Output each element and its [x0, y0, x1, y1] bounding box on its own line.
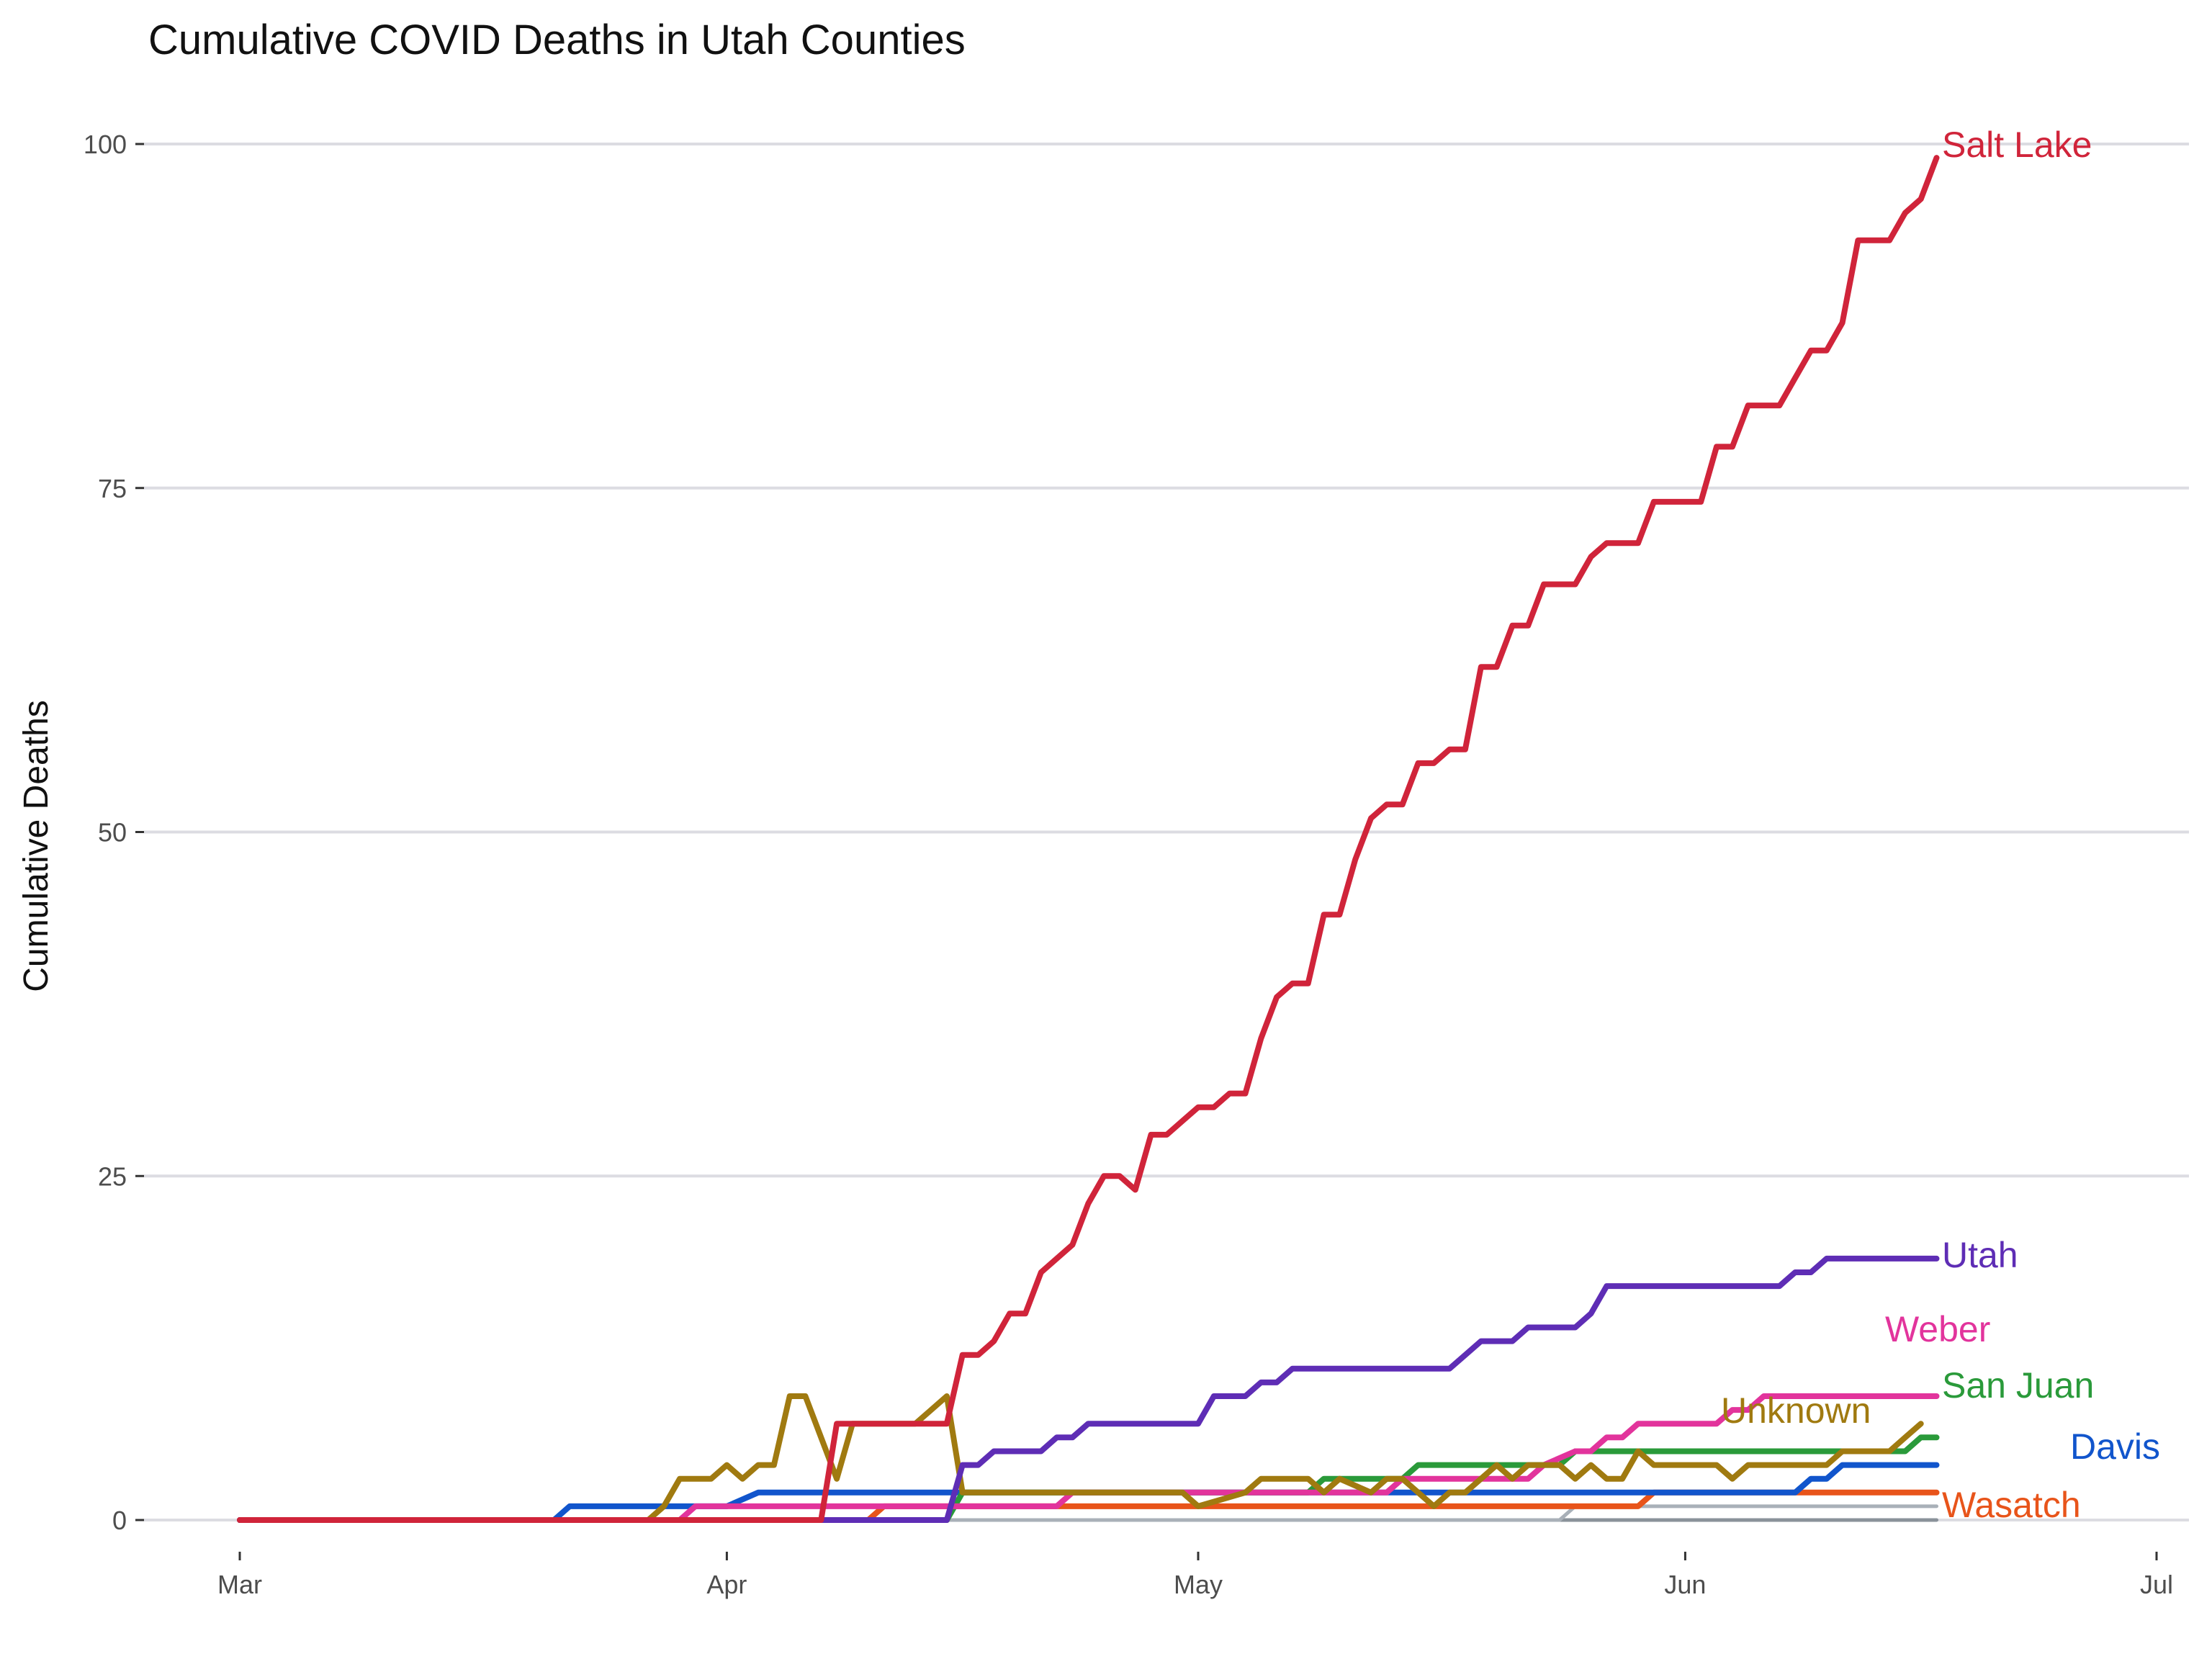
series-labels: Wasatch Davis San Juan Weber Unknown Utah Salt… — [1721, 125, 2160, 1525]
y-axis: 0 25 50 75 100 — [84, 130, 144, 1535]
series-lines — [237, 155, 1940, 1523]
y-tick-label: 25 — [98, 1161, 127, 1191]
series-label-salt-lake: Salt Lake — [1942, 125, 2092, 165]
grid-lines — [144, 143, 2189, 1521]
x-tick-label: Mar — [217, 1570, 262, 1599]
series-label-weber: Weber — [1885, 1309, 1990, 1349]
series-line-san-juan — [237, 1434, 1940, 1523]
series-line-davis — [237, 1462, 1940, 1523]
series-label-davis: Davis — [2070, 1426, 2160, 1467]
y-tick-label: 100 — [84, 130, 127, 159]
y-tick-label: 75 — [98, 474, 127, 503]
series-line-utah — [237, 1255, 1940, 1523]
series-line-unknown — [237, 1393, 1924, 1523]
y-tick-label: 0 — [112, 1506, 127, 1535]
series-label-wasatch: Wasatch — [1942, 1485, 2081, 1525]
series-line-weber — [237, 1393, 1940, 1523]
y-axis-title: Cumulative Deaths — [17, 700, 55, 992]
series-line-salt-lake — [237, 155, 1940, 1523]
series-label-san-juan: San Juan — [1942, 1365, 2094, 1406]
x-tick-label: Jun — [1664, 1570, 1706, 1599]
series-label-utah: Utah — [1942, 1235, 2018, 1275]
x-tick-label: Apr — [706, 1570, 747, 1599]
series-label-unknown: Unknown — [1721, 1390, 1871, 1431]
chart-title: Cumulative COVID Deaths in Utah Counties — [148, 17, 966, 63]
y-tick-label: 50 — [98, 818, 127, 848]
x-tick-label: May — [1174, 1570, 1223, 1599]
x-tick-label: Jul — [2140, 1570, 2173, 1599]
x-axis: Mar Apr May Jun Jul — [217, 1552, 2173, 1599]
